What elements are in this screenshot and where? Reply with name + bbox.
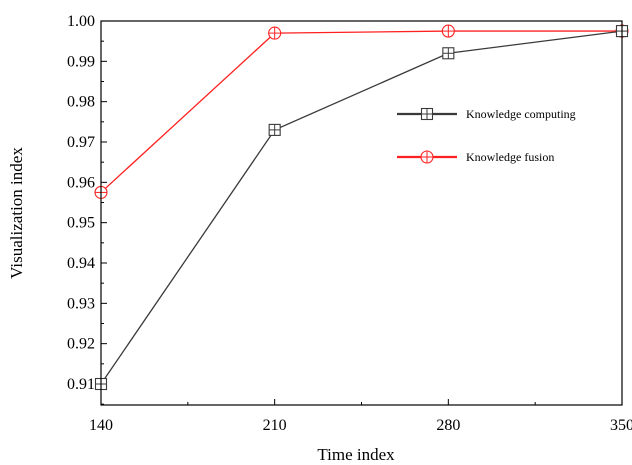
- series-layer: [94, 24, 629, 391]
- y-tick-label: 0.93: [67, 295, 95, 312]
- legend: Knowledge computing Knowledge fusion: [397, 107, 576, 164]
- legend-marker: [420, 107, 434, 121]
- y-tick-label: 0.96: [67, 174, 95, 191]
- x-tick-label: 210: [263, 417, 287, 434]
- y-tick-labels: 0.91 0.92 0.93 0.94 0.95 0.96 0.97 0.98 0.99 1.00: [67, 13, 95, 393]
- y-tick-label: 0.99: [67, 53, 95, 70]
- y-tick-label: 0.94: [67, 255, 95, 272]
- y-tick-label: 0.95: [67, 215, 95, 232]
- data-point: [268, 26, 282, 40]
- x-tick-label: 140: [89, 417, 113, 434]
- y-tick-label: 0.91: [67, 376, 95, 393]
- y-tick-label: 1.00: [67, 13, 95, 30]
- legend-label: Knowledge computing: [466, 107, 576, 121]
- plot-frame: [100, 20, 623, 406]
- y-axis-title: Visualization index: [7, 147, 26, 279]
- y-tick-label: 0.97: [67, 134, 95, 151]
- x-tick-labels: 140 210 280 350: [89, 417, 632, 434]
- legend-label: Knowledge fusion: [466, 150, 554, 164]
- legend-item: Knowledge fusion: [397, 150, 554, 164]
- legend-item: Knowledge computing: [397, 107, 576, 121]
- data-point: [441, 24, 455, 38]
- series-line-knowledge-computing: [100, 30, 623, 385]
- x-axis-title: Time index: [317, 445, 395, 464]
- series-line-knowledge-fusion: [100, 30, 622, 193]
- data-point: [268, 123, 281, 136]
- axis-ticks: [100, 20, 623, 405]
- y-tick-label: 0.98: [67, 94, 95, 111]
- y-tick-label: 0.92: [67, 336, 95, 353]
- x-tick-label: 350: [610, 417, 632, 434]
- legend-marker: [420, 150, 434, 164]
- data-point: [442, 47, 455, 60]
- x-tick-label: 280: [436, 417, 460, 434]
